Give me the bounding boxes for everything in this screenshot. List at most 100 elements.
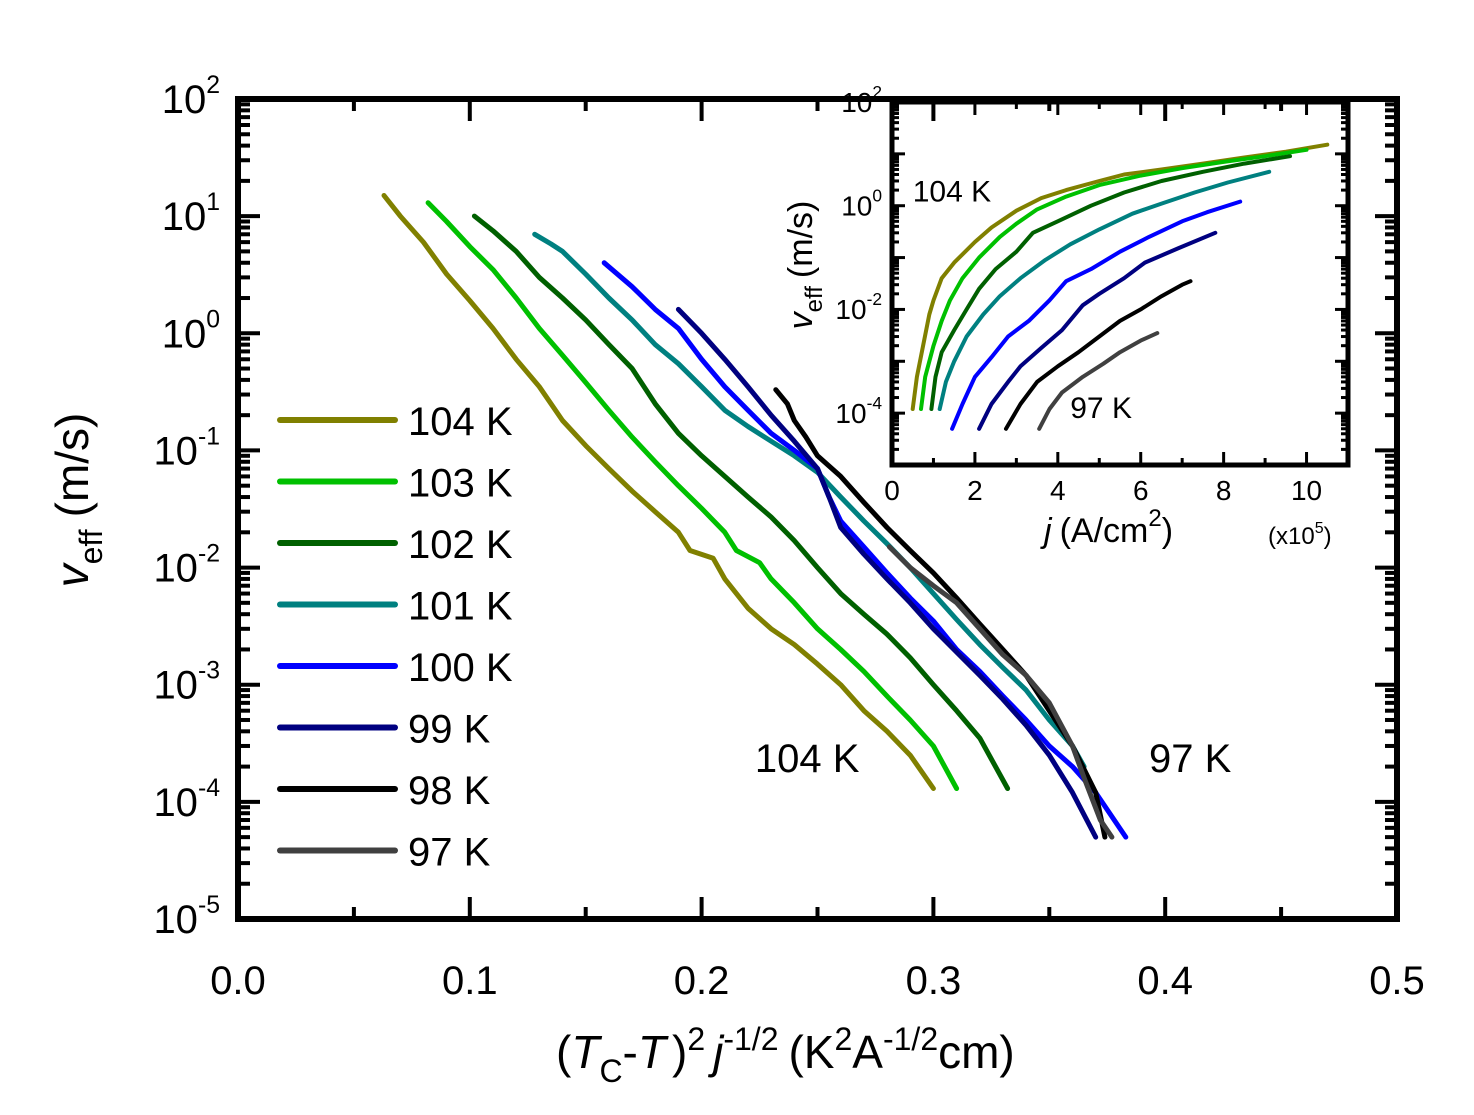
x-title-close-paren: ) <box>672 1026 687 1078</box>
series-line-99k <box>675 306 1099 840</box>
legend-item: 101 K <box>277 585 513 629</box>
x-title-units-cm: cm) <box>938 1026 1015 1078</box>
x-title-j-sup: -1/2 <box>723 1021 778 1057</box>
inset-scale-base: (x10 <box>1268 523 1315 550</box>
x-tick-label: 0.1 <box>442 959 498 1003</box>
inset-x-axis-title: j (A/cm2) <box>1040 505 1173 550</box>
tick-exponent: -4 <box>867 393 883 413</box>
y-tick-label: 100 <box>841 186 882 222</box>
tick-exponent: -1 <box>198 423 220 450</box>
tick-base: 10 <box>153 664 198 708</box>
main-plot: 0.0 0.1 0.2 0.3 0.4 0.5 10-510-410-310-210-11… <box>46 72 1425 1089</box>
inset-x-title-j: j <box>1040 512 1053 550</box>
y-tick-label: 102 <box>841 82 882 118</box>
tick-base: 10 <box>162 312 207 356</box>
tick-base: 10 <box>162 195 207 239</box>
y-tick-label: 10-3 <box>153 658 220 708</box>
legend-label: 98 K <box>408 769 491 813</box>
x-title-T2: T <box>638 1026 669 1078</box>
annotation-label: 97 K <box>1070 392 1132 425</box>
inset-x-title-units: (A/cm <box>1060 512 1149 550</box>
y-tick-label: 100 <box>162 306 220 356</box>
y-tick-label: 10-4 <box>153 775 220 825</box>
x-tick-label: 10 <box>1291 475 1322 506</box>
annotation-label: 97 K <box>1149 737 1232 781</box>
main-x-axis-title: (TC-T)2 j-1/2 (K2A-1/2cm) <box>556 1021 1015 1089</box>
tick-exponent: -2 <box>198 541 220 568</box>
series-line-101k <box>532 231 1087 770</box>
series-line-103k <box>425 200 960 791</box>
x-tick-label: 4 <box>1050 475 1066 506</box>
tick-base: 10 <box>835 294 866 325</box>
tick-base: 10 <box>835 398 866 429</box>
legend-label: 104 K <box>408 400 513 444</box>
series-line-104k <box>381 193 936 791</box>
tick-base: 10 <box>153 781 198 825</box>
main-y-axis-title: veff (m/s) <box>46 413 109 588</box>
y-tick-label: 10-5 <box>153 892 220 942</box>
x-tick-label: 8 <box>1216 475 1232 506</box>
tick-exponent: 0 <box>872 186 882 206</box>
series-line-98k <box>1004 279 1193 431</box>
inset-y-title-sub: eff <box>801 286 828 313</box>
y-title-sub: eff <box>73 529 109 564</box>
tick-exponent: 1 <box>206 189 220 216</box>
legend-label: 101 K <box>408 585 513 629</box>
x-title-open-paren: ( <box>556 1026 572 1078</box>
tick-base: 10 <box>153 898 198 942</box>
x-title-units-k: (K <box>788 1026 834 1078</box>
inset-x-title-sup: 2 <box>1148 505 1161 532</box>
tick-base: 10 <box>841 191 872 222</box>
tick-base: 10 <box>162 78 207 122</box>
tick-exponent: -4 <box>198 775 220 802</box>
inset-axis-ticks <box>890 100 1348 467</box>
tick-base: 10 <box>841 87 872 118</box>
legend-item: 99 K <box>277 708 491 752</box>
series-line-103k <box>919 147 1309 411</box>
legend-item: 97 K <box>277 831 491 875</box>
series-line-99k <box>977 230 1218 431</box>
tick-exponent: -3 <box>198 658 220 685</box>
main-x-tick-labels: 0.0 0.1 0.2 0.3 0.4 0.5 <box>210 959 1425 1003</box>
legend-label: 97 K <box>408 831 491 875</box>
y-tick-label: 10-2 <box>153 541 220 591</box>
series-line-102k <box>471 213 1011 791</box>
legend-label: 100 K <box>408 646 513 690</box>
x-tick-label: 0.2 <box>674 959 730 1003</box>
x-title-sup-2: 2 <box>687 1021 705 1057</box>
legend-item: 103 K <box>277 462 513 506</box>
tick-exponent: 0 <box>206 306 220 333</box>
y-tick-label: 102 <box>162 72 220 122</box>
x-title-T: T <box>571 1026 602 1078</box>
x-tick-label: 2 <box>967 475 983 506</box>
legend: 104 K 103 K 102 K 101 K 100 K 99 K 98 K 97 K <box>277 400 513 875</box>
x-title-units-sup2: 2 <box>834 1021 852 1057</box>
tick-base: 10 <box>153 547 198 591</box>
legend-item: 102 K <box>277 523 513 567</box>
legend-label: 99 K <box>408 708 491 752</box>
series-line-97k <box>1037 331 1160 431</box>
legend-item: 100 K <box>277 646 513 690</box>
inset-scale-close: ) <box>1324 523 1332 550</box>
x-title-units-a: A <box>852 1026 883 1078</box>
x-tick-label: 6 <box>1133 475 1149 506</box>
y-tick-label: 10-2 <box>835 289 882 325</box>
main-annotations: 104 K 97 K <box>755 737 1232 781</box>
x-tick-label: 0.0 <box>210 959 266 1003</box>
tick-base: 10 <box>153 429 198 473</box>
tick-exponent: -2 <box>867 289 882 309</box>
y-title-v: v <box>46 561 98 587</box>
annotation-label: 104 K <box>755 737 860 781</box>
inset-x-title-close: ) <box>1162 512 1173 550</box>
y-title-units: (m/s) <box>46 413 98 518</box>
inset-y-title-units: (m/s) <box>782 201 820 278</box>
y-tick-label: 101 <box>162 189 220 239</box>
legend-item: 104 K <box>277 400 513 444</box>
series-line-98k <box>773 387 1108 840</box>
x-tick-label: 0.3 <box>906 959 962 1003</box>
